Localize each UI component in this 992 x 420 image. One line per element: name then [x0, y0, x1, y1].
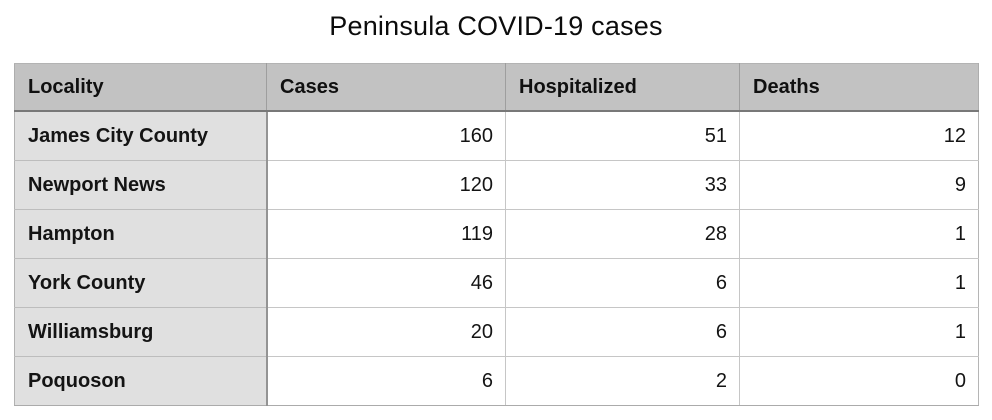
hospitalized-cell: 51 — [505, 110, 740, 161]
table-row: York County 46 6 1 — [14, 258, 979, 308]
deaths-cell: 1 — [739, 258, 979, 308]
cases-cell: 46 — [266, 258, 506, 308]
locality-cell: James City County — [14, 110, 268, 161]
cases-cell: 20 — [266, 307, 506, 357]
column-header-hospitalized: Hospitalized — [505, 63, 740, 112]
hospitalized-cell: 33 — [505, 160, 740, 210]
hospitalized-cell: 28 — [505, 209, 740, 259]
locality-cell: Newport News — [14, 160, 268, 210]
deaths-cell: 9 — [739, 160, 979, 210]
locality-cell: Hampton — [14, 209, 268, 259]
table-row: Poquoson 6 2 0 — [14, 356, 979, 406]
deaths-cell: 12 — [739, 110, 979, 161]
cases-cell: 119 — [266, 209, 506, 259]
deaths-cell: 0 — [739, 356, 979, 406]
table-row: James City County 160 51 12 — [14, 110, 979, 161]
locality-cell: York County — [14, 258, 268, 308]
cases-cell: 160 — [266, 110, 506, 161]
table-row: Newport News 120 33 9 — [14, 160, 979, 210]
hospitalized-cell: 2 — [505, 356, 740, 406]
hospitalized-cell: 6 — [505, 258, 740, 308]
locality-cell: Williamsburg — [14, 307, 268, 357]
table-row: Williamsburg 20 6 1 — [14, 307, 979, 357]
page-title: Peninsula COVID-19 cases — [329, 11, 663, 41]
cases-cell: 6 — [266, 356, 506, 406]
table-row: Hampton 119 28 1 — [14, 209, 979, 259]
covid-cases-table: Locality Cases Hospitalized Deaths James… — [14, 63, 979, 406]
column-header-locality: Locality — [14, 63, 267, 112]
column-header-cases: Cases — [266, 63, 506, 112]
table-header-row: Locality Cases Hospitalized Deaths — [14, 63, 979, 112]
deaths-cell: 1 — [739, 209, 979, 259]
deaths-cell: 1 — [739, 307, 979, 357]
hospitalized-cell: 6 — [505, 307, 740, 357]
column-header-deaths: Deaths — [739, 63, 979, 112]
cases-cell: 120 — [266, 160, 506, 210]
locality-cell: Poquoson — [14, 356, 268, 406]
